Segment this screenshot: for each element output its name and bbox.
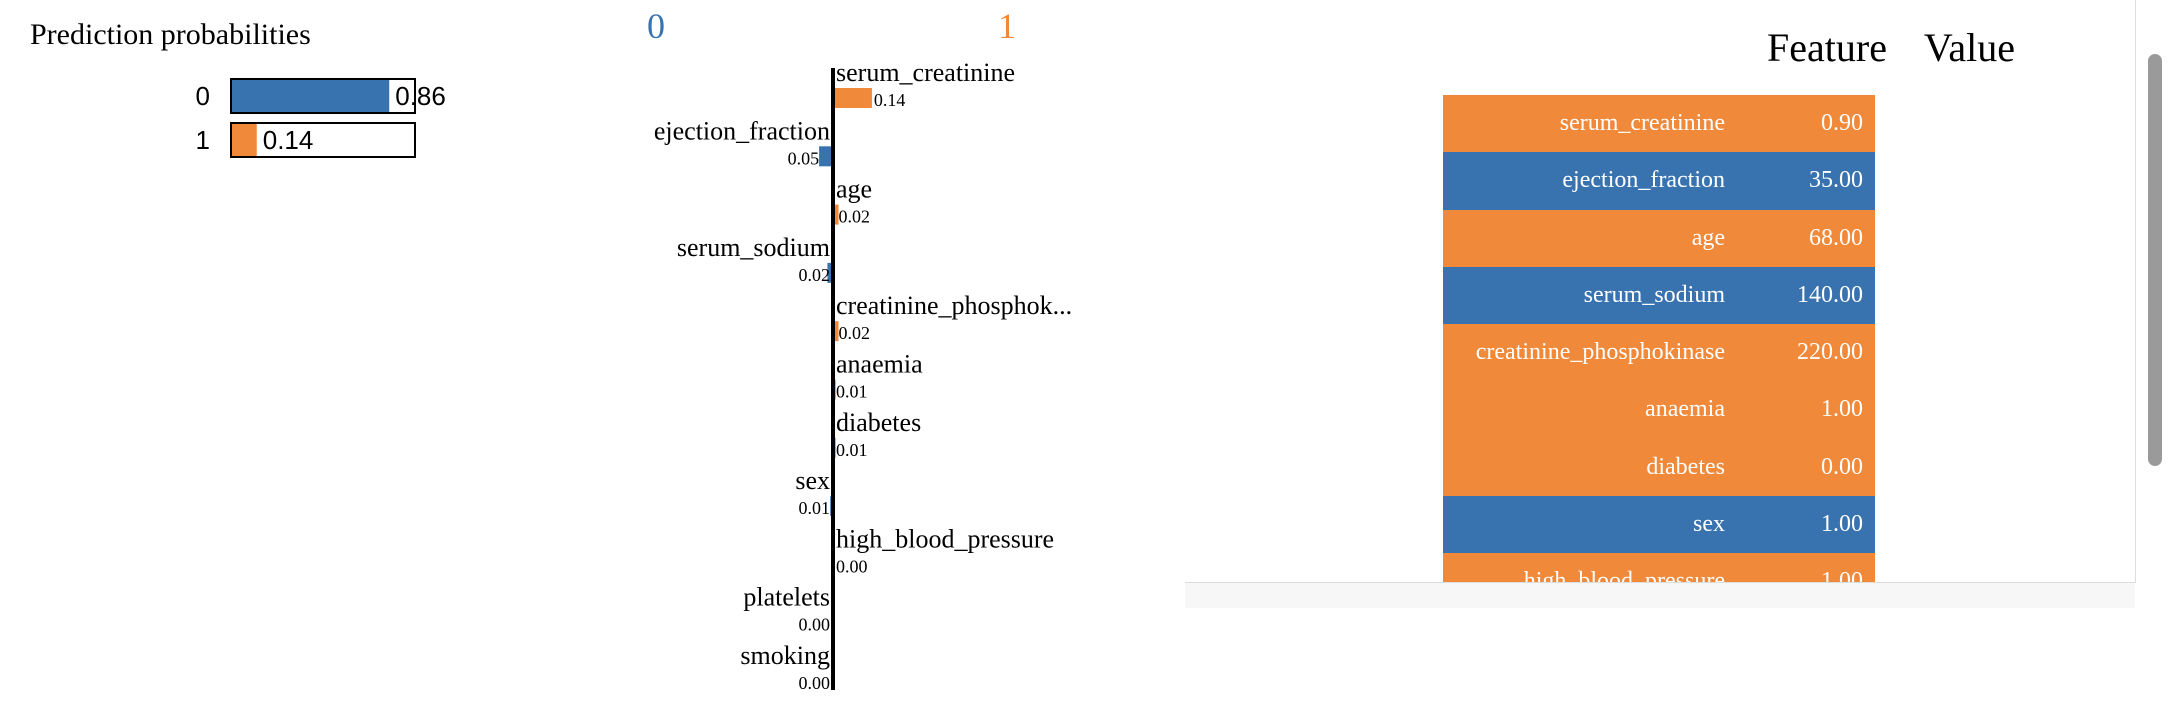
positive-class-label: 1: [998, 6, 1016, 46]
feature-name-cell: ejection_fraction: [1562, 167, 1725, 194]
probability-value-1: 0.14: [263, 125, 314, 155]
feature-label: serum_creatinine: [836, 58, 1015, 87]
feature-label: diabetes: [836, 408, 921, 437]
feature-label: age: [836, 175, 872, 204]
feature-name-cell: creatinine_phosphokinase: [1475, 339, 1725, 366]
feature-value-row: age 68.00: [1443, 209, 1875, 267]
feature-column-header: Feature: [1767, 25, 1887, 70]
feature-value-header: Feature Value: [1603, 24, 2035, 80]
feature-value-rows: serum_creatinine 0.90 ejection_fraction 35.…: [1443, 95, 1875, 583]
feature-value-cell: 1.00: [1821, 396, 1863, 423]
contribution-bar: [819, 146, 833, 167]
probability-bar-1: [231, 123, 257, 157]
feature-value-viewport[interactable]: Feature Value serum_creatinine 0.90 ejecti…: [1185, 0, 2136, 583]
probability-bar-0: [231, 79, 390, 113]
feature-value-cell: 220.00: [1797, 339, 1863, 366]
feature-value-row: serum_sodium 140.00: [1443, 266, 1875, 325]
contribution-value-label: 0.14: [874, 90, 906, 110]
scrollbar-thumb[interactable]: [2148, 54, 2162, 466]
feature-label: creatinine_phosphok...: [836, 291, 1072, 320]
vertical-scrollbar[interactable]: [2145, 8, 2165, 608]
contribution-value-label: 0.01: [799, 498, 831, 518]
contribution-value-label: 0.00: [799, 673, 831, 693]
feature-label: serum_sodium: [677, 233, 830, 262]
contribution-bar: [833, 321, 839, 342]
feature-value-row: sex 1.00: [1443, 496, 1875, 554]
feature-value-cell: 0.90: [1821, 110, 1863, 136]
class-label-1: 1: [196, 125, 210, 155]
feature-value-cell: 1.00: [1821, 568, 1863, 583]
prediction-probabilities-title: Prediction probabilities: [30, 18, 311, 51]
feature-value-row: diabetes 0.00: [1443, 438, 1875, 497]
contribution-value-label: 0.00: [799, 615, 831, 635]
contribution-value-label: 0.02: [839, 207, 871, 227]
contribution-value-label: 0.00: [836, 556, 868, 576]
feature-value-cell: 35.00: [1809, 167, 1863, 194]
feature-value-row: creatinine_phosphokinase 220.00: [1443, 324, 1875, 382]
feature-value-row: ejection_fraction 35.00: [1443, 152, 1875, 210]
contribution-value-label: 0.01: [836, 440, 868, 460]
feature-value-panel: Feature Value serum_creatinine 0.90 ejecti…: [1185, 0, 2136, 608]
probability-bar-frame-0: [230, 78, 416, 114]
probability-bar-frame-1: [230, 122, 416, 158]
contribution-value-label: 0.02: [839, 323, 871, 343]
feature-label: sex: [795, 466, 830, 495]
prediction-probabilities-chart: 0 0.86 1 0.14: [196, 78, 446, 158]
feature-label: high_blood_pressure: [836, 524, 1054, 553]
feature-value-cell: 1.00: [1821, 511, 1863, 538]
value-column-header: Value: [1923, 25, 2015, 70]
feature-value-cell: 140.00: [1797, 281, 1863, 308]
feature-name-cell: serum_sodium: [1583, 281, 1725, 308]
feature-label: ejection_fraction: [654, 116, 830, 145]
contribution-bar: [833, 88, 872, 108]
feature-name-cell: high_blood_pressure: [1523, 568, 1725, 583]
feature-name-cell: age: [1691, 224, 1725, 251]
feature-value-row: high_blood_pressure 1.00: [1443, 553, 1875, 583]
probability-value-0: 0.86: [395, 81, 446, 111]
feature-value-row: serum_creatinine 0.90: [1443, 95, 1875, 153]
feature-name-cell: sex: [1693, 511, 1725, 538]
feature-value-cell: 68.00: [1809, 224, 1863, 251]
contribution-value-label: 0.01: [836, 382, 868, 402]
contribution-bar: [833, 204, 839, 225]
class-label-0: 0: [196, 81, 210, 111]
feature-name-cell: anaemia: [1645, 396, 1725, 423]
feature-name-cell: serum_creatinine: [1559, 110, 1725, 136]
feature-label: smoking: [740, 641, 830, 670]
contribution-value-label: 0.05: [788, 148, 820, 168]
contribution-value-label: 0.02: [799, 265, 831, 285]
feature-contribution-chart: 0 1 serum_creatinine 0.14 ejection_fraction 0…: [647, 6, 1072, 693]
negative-class-label: 0: [647, 6, 665, 46]
feature-value-row: anaemia 1.00: [1443, 381, 1875, 439]
feature-label: platelets: [743, 583, 830, 612]
feature-value-cell: 0.00: [1821, 453, 1863, 480]
contribution-bar: [827, 262, 833, 283]
feature-label: anaemia: [836, 350, 923, 379]
feature-name-cell: diabetes: [1646, 453, 1725, 480]
